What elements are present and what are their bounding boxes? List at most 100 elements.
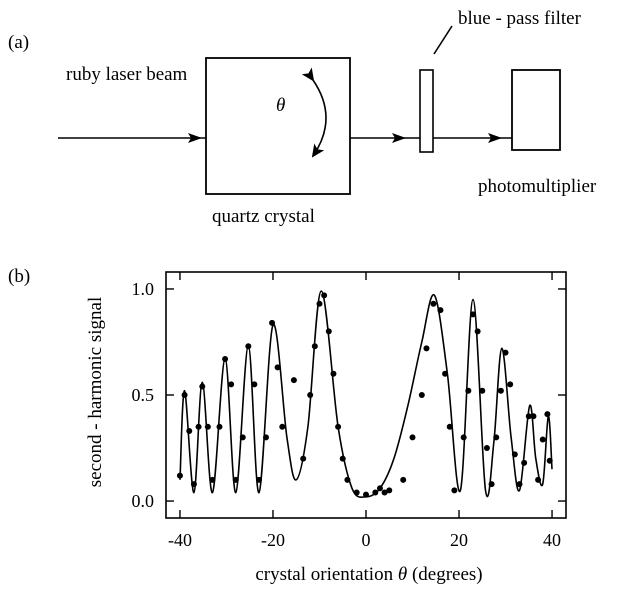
y-tick-label: 0.5 xyxy=(132,385,155,405)
data-point xyxy=(400,476,407,483)
data-point xyxy=(525,413,532,420)
axis-ticks xyxy=(166,272,566,518)
data-point xyxy=(446,423,453,430)
data-point xyxy=(321,292,328,299)
data-point xyxy=(546,457,553,464)
data-point xyxy=(228,381,235,388)
data-point xyxy=(363,491,369,498)
data-point xyxy=(325,328,332,335)
data-point xyxy=(245,343,252,350)
detector-label: photomultiplier xyxy=(478,176,597,197)
panel-a-diagram: (a) ruby laser beam θ quartz crystal blu… xyxy=(8,8,597,227)
data-point xyxy=(209,476,216,483)
panel-b-chart: (b) -40 -20 0 20 40 0.0 0.5 1.0 second - harmon… xyxy=(8,266,567,585)
data-point xyxy=(539,436,546,443)
data-point xyxy=(493,434,500,441)
filter-label: blue - pass filter xyxy=(458,8,582,29)
data-point xyxy=(204,423,211,430)
x-tick-label: 0 xyxy=(362,530,371,550)
fit-curve-line xyxy=(179,290,553,498)
data-point xyxy=(376,485,383,492)
panel-a-label: (a) xyxy=(8,32,29,53)
y-tick-label: 0.0 xyxy=(132,491,155,511)
y-tick-label: 1.0 xyxy=(132,279,155,299)
data-point xyxy=(507,381,514,388)
x-axis-title-symbol: θ xyxy=(398,564,407,585)
data-point xyxy=(316,300,323,307)
x-tick-label: -20 xyxy=(261,530,285,550)
x-tick-label: -40 xyxy=(168,530,192,550)
photomultiplier-box xyxy=(511,69,561,151)
data-point xyxy=(274,364,281,371)
data-point xyxy=(222,355,229,362)
data-point xyxy=(437,307,444,314)
data-point xyxy=(353,489,360,496)
data-point xyxy=(181,392,188,398)
data-point xyxy=(502,349,509,356)
data-point xyxy=(511,451,518,458)
y-axis-title: second - harmonic signal xyxy=(85,297,106,487)
fit-curve-layer xyxy=(179,290,553,498)
data-point xyxy=(451,487,458,494)
laser-label: ruby laser beam xyxy=(66,64,188,85)
data-point xyxy=(269,319,276,326)
data-points-layer xyxy=(176,292,553,498)
data-point xyxy=(195,423,202,430)
panel-b-label: (b) xyxy=(8,266,30,287)
data-point xyxy=(386,487,393,494)
data-point xyxy=(199,383,206,390)
data-point xyxy=(474,328,481,335)
theta-symbol: θ xyxy=(276,95,285,116)
data-point xyxy=(483,445,490,452)
blue-pass-filter-rect xyxy=(419,69,434,153)
data-point xyxy=(263,434,269,441)
data-point xyxy=(279,423,286,430)
axis-tick-labels: -40 -20 0 20 40 0.0 0.5 1.0 xyxy=(132,279,562,550)
data-point xyxy=(186,428,193,435)
data-point xyxy=(544,411,551,418)
data-point xyxy=(256,476,263,483)
data-point xyxy=(251,381,258,388)
data-point xyxy=(521,459,528,466)
x-axis-title-suffix: (degrees) xyxy=(412,564,483,585)
x-tick-label: 20 xyxy=(450,530,468,550)
x-axis-title: crystal orientation θ (degrees) xyxy=(255,564,482,585)
data-point xyxy=(409,434,416,441)
x-axis-title-prefix: crystal orientation xyxy=(255,564,393,585)
rotation-double-arrow-icon xyxy=(301,67,327,158)
data-point xyxy=(232,476,239,483)
data-point xyxy=(300,455,307,462)
data-point xyxy=(442,370,449,377)
data-point xyxy=(430,300,437,307)
data-point xyxy=(497,387,504,394)
data-point xyxy=(488,481,495,488)
data-point xyxy=(339,455,346,462)
data-point xyxy=(418,392,425,398)
filter-pointer-line xyxy=(433,25,453,55)
data-point xyxy=(460,434,467,441)
data-point xyxy=(216,423,223,430)
quartz-crystal-box xyxy=(205,57,351,195)
data-point xyxy=(381,489,388,496)
data-point xyxy=(469,311,476,318)
data-point xyxy=(479,387,486,394)
crystal-label: quartz crystal xyxy=(212,206,315,227)
data-point xyxy=(330,370,337,377)
plot-frame xyxy=(165,271,567,519)
x-tick-label: 40 xyxy=(543,530,561,550)
data-point xyxy=(290,377,297,384)
data-point xyxy=(176,472,183,479)
data-point xyxy=(516,481,523,488)
data-point xyxy=(535,476,542,483)
data-point xyxy=(335,423,342,430)
data-point xyxy=(239,434,246,441)
data-point xyxy=(307,392,314,398)
data-point xyxy=(344,476,351,483)
data-point xyxy=(372,489,379,496)
data-point xyxy=(423,345,430,352)
data-point xyxy=(190,481,197,488)
data-point xyxy=(530,413,537,420)
data-point xyxy=(311,343,318,350)
data-point xyxy=(465,387,472,394)
